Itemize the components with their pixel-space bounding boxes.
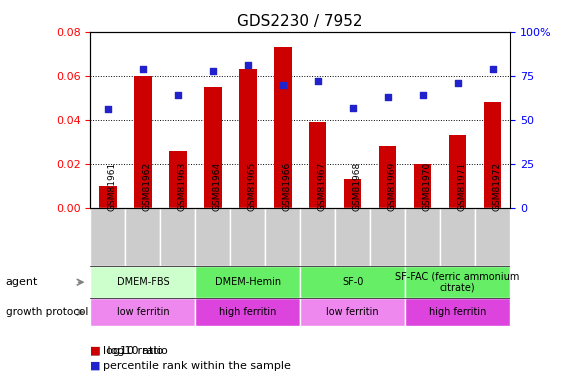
Text: high ferritin: high ferritin	[429, 307, 486, 317]
Bar	[405, 266, 510, 298]
Point	[383, 94, 392, 100]
Point	[278, 82, 287, 88]
Text: percentile rank within the sample: percentile rank within the sample	[103, 361, 291, 370]
Bar	[204, 87, 222, 208]
Bar	[90, 208, 125, 266]
Text: SF-FAC (ferric ammonium
citrate): SF-FAC (ferric ammonium citrate)	[395, 272, 520, 293]
Point	[173, 92, 182, 98]
Bar	[90, 298, 195, 326]
Bar	[484, 102, 501, 208]
Bar	[414, 164, 431, 208]
Bar	[274, 47, 292, 208]
Bar	[449, 135, 466, 208]
Bar	[160, 208, 195, 266]
Text: low ferritin: low ferritin	[117, 307, 169, 317]
Text: ■: ■	[90, 361, 101, 370]
Bar	[405, 208, 440, 266]
Bar	[169, 151, 187, 208]
Bar	[300, 298, 405, 326]
Text: log10 ratio: log10 ratio	[103, 346, 163, 355]
Text: agent: agent	[6, 277, 38, 287]
Bar	[239, 69, 257, 208]
Text: GSM81969: GSM81969	[388, 162, 396, 211]
Point	[243, 62, 252, 68]
Text: high ferritin: high ferritin	[219, 307, 276, 317]
Bar	[230, 208, 265, 266]
Text: GSM81970: GSM81970	[423, 162, 431, 211]
Bar	[475, 208, 510, 266]
Text: DMEM-FBS: DMEM-FBS	[117, 277, 169, 287]
Text: GSM81972: GSM81972	[493, 162, 501, 211]
Point	[138, 66, 147, 72]
Bar	[195, 298, 300, 326]
Text: growth protocol: growth protocol	[6, 307, 88, 317]
Text: ■  log10 ratio: ■ log10 ratio	[90, 346, 168, 355]
Bar	[300, 208, 335, 266]
Bar	[300, 266, 405, 298]
Text: GSM81968: GSM81968	[353, 162, 361, 211]
Text: GSM81966: GSM81966	[283, 162, 292, 211]
Point	[348, 105, 357, 111]
Point	[208, 68, 217, 74]
Bar	[125, 208, 160, 266]
Bar	[195, 266, 300, 298]
Bar	[134, 76, 152, 208]
Text: low ferritin: low ferritin	[326, 307, 379, 317]
Bar	[195, 208, 230, 266]
Point	[453, 80, 462, 86]
Point	[103, 106, 113, 112]
Bar	[309, 122, 326, 208]
Bar	[379, 147, 396, 208]
Text: GSM81964: GSM81964	[213, 162, 222, 211]
Text: GSM81963: GSM81963	[178, 162, 187, 211]
Bar	[90, 266, 195, 298]
Bar	[99, 186, 117, 208]
Text: ■: ■	[90, 346, 101, 355]
Bar	[440, 208, 475, 266]
Bar	[344, 180, 361, 208]
Bar	[405, 298, 510, 326]
Text: GSM81965: GSM81965	[248, 162, 257, 211]
Text: GSM81967: GSM81967	[318, 162, 326, 211]
Bar	[370, 208, 405, 266]
Point	[418, 92, 427, 98]
Text: GSM81962: GSM81962	[143, 162, 152, 211]
Point	[313, 78, 322, 84]
Point	[488, 66, 497, 72]
Text: GSM81971: GSM81971	[458, 162, 466, 211]
Text: GSM81961: GSM81961	[108, 162, 117, 211]
Text: SF-0: SF-0	[342, 277, 363, 287]
Text: DMEM-Hemin: DMEM-Hemin	[215, 277, 281, 287]
Bar	[265, 208, 300, 266]
Bar	[335, 208, 370, 266]
Title: GDS2230 / 7952: GDS2230 / 7952	[237, 14, 363, 29]
